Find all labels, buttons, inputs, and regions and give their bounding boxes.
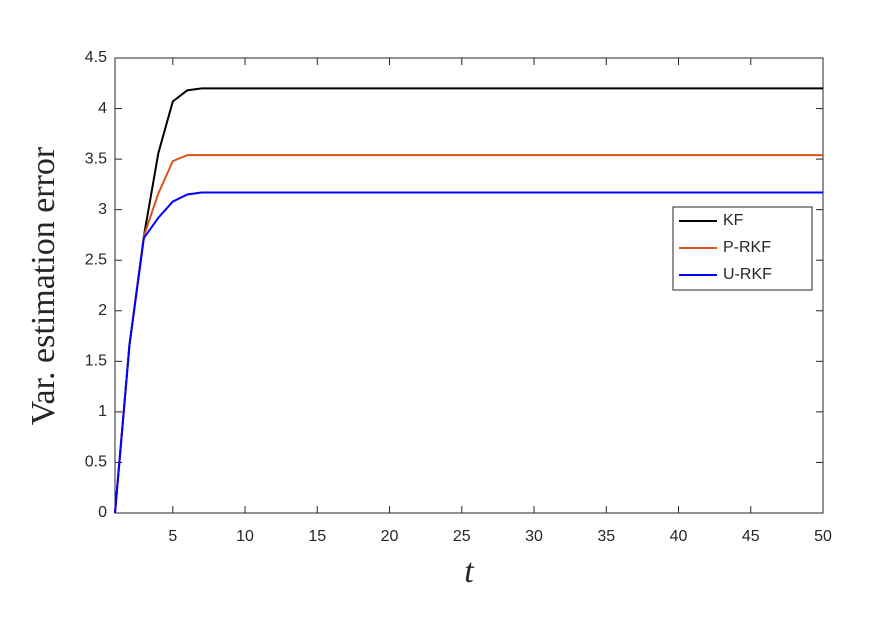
x-tick-label: 20 (381, 528, 399, 545)
y-tick-label: 1.5 (85, 353, 107, 370)
x-tick-label: 5 (168, 528, 177, 545)
x-tick-label: 40 (670, 528, 688, 545)
y-tick-label: 4.5 (85, 49, 107, 66)
legend-label: U-RKF (723, 266, 772, 283)
x-tick-label: 15 (308, 528, 326, 545)
x-tick-label: 10 (236, 528, 254, 545)
series-line (114, 87, 823, 514)
plot-frame (114, 57, 824, 514)
y-axis-label: Var. estimation error (25, 146, 62, 425)
x-tick-label: 35 (597, 528, 615, 545)
x-axis-label: t (464, 553, 475, 590)
y-tick-label: 2 (98, 302, 107, 319)
x-tick-label: 45 (742, 528, 760, 545)
legend-label: P-RKF (723, 239, 771, 256)
legend-label: KF (723, 212, 744, 229)
y-tick-label: 0.5 (85, 454, 107, 471)
x-tick-label: 50 (814, 528, 832, 545)
y-tick-label: 3 (98, 201, 107, 218)
series-line (114, 191, 823, 514)
y-tick-label: 0 (98, 504, 107, 521)
y-tick-label: 1 (98, 403, 107, 420)
series-line (114, 154, 823, 514)
y-tick-label: 3.5 (85, 150, 107, 167)
y-tick-label: 2.5 (85, 251, 107, 268)
y-tick-label: 4 (98, 100, 107, 117)
x-tick-label: 30 (525, 528, 543, 545)
x-tick-label: 25 (453, 528, 471, 545)
